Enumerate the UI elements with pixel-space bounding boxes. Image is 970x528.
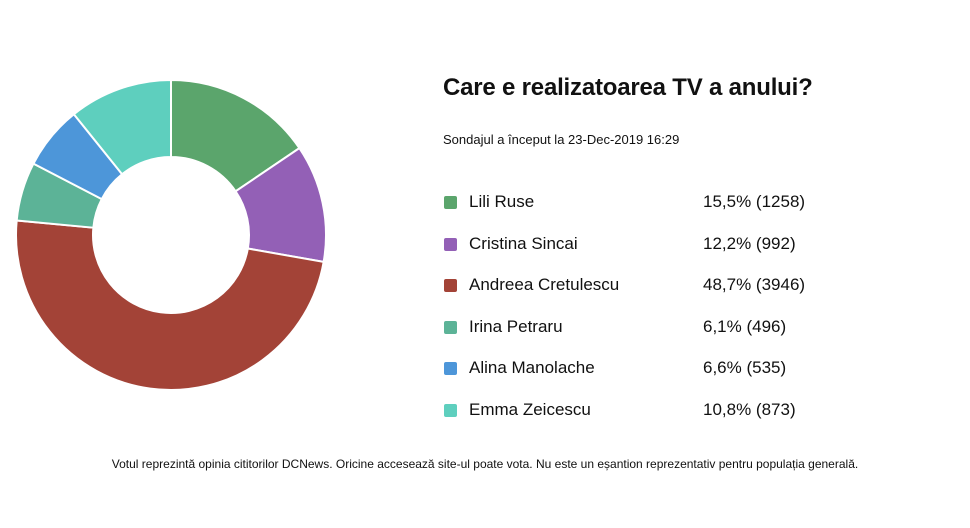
legend-name: Cristina Sincai xyxy=(469,233,578,253)
legend-name: Alina Manolache xyxy=(469,358,595,377)
legend-item: Alina Manolache 6,6% (535) xyxy=(443,356,843,398)
legend-item: Emma Zeicescu 10,8% (873) xyxy=(443,398,843,440)
legend-swatch xyxy=(444,320,457,334)
legend-name: Andreea Cretulescu xyxy=(469,275,620,294)
legend-value: 12,2% (992) xyxy=(703,233,796,253)
donut-slice xyxy=(15,219,325,391)
legend-value: 6,1% (496) xyxy=(703,316,787,336)
legend-item: Cristina Sincai 12,2% (992) xyxy=(443,232,843,274)
legend-name: Emma Zeicescu xyxy=(469,399,591,419)
poll-start-date: Sondajul a început la 23-Dec-2019 16:29 xyxy=(443,132,680,147)
legend-swatch xyxy=(444,237,457,251)
legend-name: Irina Petraru xyxy=(469,316,563,336)
legend-name: Lili Ruse xyxy=(469,192,535,211)
legend-swatch xyxy=(444,403,457,417)
legend-value: 15,5% (1258) xyxy=(703,192,806,211)
legend-swatch xyxy=(444,196,457,209)
disclaimer: Votul reprezintă opinia cititorilor DCNe… xyxy=(111,457,859,471)
legend-item: Lili Ruse 15,5% (1258) xyxy=(443,190,843,232)
legend-item: Andreea Cretulescu 48,7% (3946) xyxy=(443,273,843,315)
legend-item: Irina Petraru 6,1% (496) xyxy=(443,315,843,357)
donut-chart xyxy=(15,78,327,391)
legend-swatch xyxy=(444,279,457,292)
donut-slice xyxy=(72,78,172,176)
legend-value: 6,6% (535) xyxy=(703,358,787,377)
legend: Lili Ruse 15,5% (1258) Cristina Sincai 12,… xyxy=(443,190,843,439)
legend-swatch xyxy=(444,362,457,375)
chart-title: Care e realizatoarea TV a anului? xyxy=(443,74,813,101)
legend-value: 48,7% (3946) xyxy=(703,275,806,294)
legend-value: 10,8% (873) xyxy=(703,399,796,419)
